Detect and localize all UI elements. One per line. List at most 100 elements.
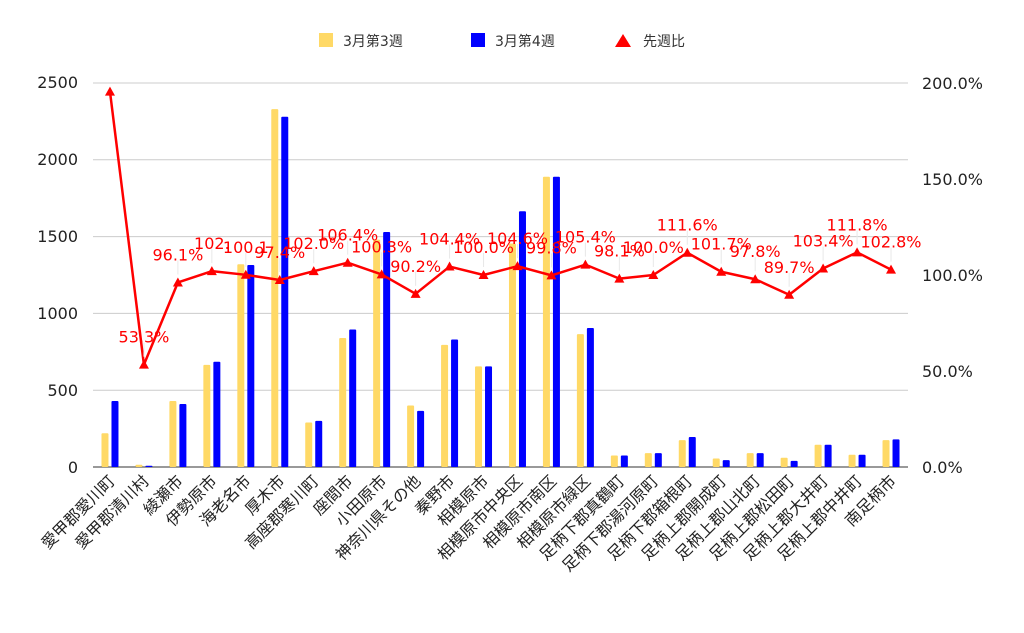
ratio-point bbox=[784, 289, 795, 299]
bar-week3 bbox=[882, 440, 890, 467]
ratio-data-label: 111.8% bbox=[827, 215, 888, 234]
bars bbox=[101, 109, 900, 468]
ratio-point bbox=[512, 261, 523, 271]
bar-week3 bbox=[339, 337, 347, 467]
bar-week3 bbox=[305, 422, 313, 467]
ratio-point bbox=[206, 266, 217, 276]
bar-week4 bbox=[179, 404, 187, 467]
ratio-data-label: 100.1 bbox=[223, 238, 269, 257]
bar-week4 bbox=[349, 329, 357, 467]
bar-week4 bbox=[858, 454, 866, 467]
ratio-data-label: 101.7% bbox=[691, 235, 752, 254]
category-labels: 愛甲郡愛川町愛甲郡清川村綾瀬市伊勢原市海老名市厚木市高座郡寒川町座間市小田原市神… bbox=[37, 471, 899, 575]
bar-week3 bbox=[542, 176, 550, 468]
bar-week4 bbox=[688, 437, 696, 467]
bar-week4 bbox=[111, 400, 119, 467]
ratio-point bbox=[648, 270, 659, 279]
left-tick-2500: 2500 bbox=[37, 73, 78, 92]
bar-week3 bbox=[407, 405, 415, 467]
bar-week4 bbox=[586, 327, 594, 467]
bar-week3 bbox=[746, 453, 754, 467]
bar-week4 bbox=[451, 339, 459, 467]
ratio-point bbox=[444, 261, 455, 271]
bar-week3 bbox=[237, 264, 245, 467]
ratio-point bbox=[818, 263, 829, 273]
bar-week3 bbox=[848, 454, 856, 467]
ratio-data-label: 90.2% bbox=[390, 257, 441, 276]
ratio-point bbox=[410, 288, 421, 298]
ratio-point bbox=[274, 274, 285, 284]
left-axis-ticks: 0 500 1000 1500 2000 2500 bbox=[37, 73, 78, 477]
ratio-point bbox=[172, 277, 183, 287]
ratio-data-label: 100.0% bbox=[623, 238, 684, 257]
left-tick-0: 0 bbox=[68, 458, 78, 477]
ratio-data-label: 102. bbox=[194, 234, 230, 253]
bar-week4 bbox=[722, 460, 730, 467]
ratio-point bbox=[308, 266, 319, 276]
legend-swatch-week3 bbox=[319, 33, 333, 47]
bar-week3 bbox=[169, 400, 177, 467]
left-tick-1500: 1500 bbox=[37, 227, 78, 246]
bar-week3 bbox=[610, 455, 618, 467]
ratio-data-label: 97.4% bbox=[254, 243, 305, 262]
bar-week4 bbox=[485, 366, 493, 467]
ratio-line bbox=[108, 91, 892, 366]
ratio-point bbox=[852, 247, 863, 257]
ratio-data-label: 111.6% bbox=[657, 216, 718, 235]
ratio-point bbox=[682, 247, 693, 257]
ratio-point bbox=[104, 86, 115, 96]
bar-week3 bbox=[441, 344, 449, 467]
ratio-point bbox=[240, 269, 251, 279]
left-tick-1000: 1000 bbox=[37, 304, 78, 323]
ratio-data-label: 100.0% bbox=[453, 238, 514, 257]
bar-week3 bbox=[135, 464, 143, 467]
ratio-point bbox=[716, 266, 727, 276]
ratio-point bbox=[580, 259, 591, 269]
bar-week4 bbox=[790, 460, 798, 467]
bar-week3 bbox=[101, 433, 109, 467]
ratio-data-label: 100.3% bbox=[351, 237, 412, 256]
ratio-data-label: 97.8% bbox=[730, 242, 781, 261]
ratio-data-label: 103.4% bbox=[793, 231, 854, 250]
left-tick-2000: 2000 bbox=[37, 150, 78, 169]
bar-week3 bbox=[780, 457, 788, 467]
legend: 3月第3週 3月第4週 先週比 bbox=[319, 33, 685, 50]
bar-week3 bbox=[576, 334, 584, 467]
bar-week3 bbox=[271, 109, 279, 467]
ratio-data-label: 106.4% bbox=[317, 226, 378, 245]
legend-label-week3: 3月第3週 bbox=[343, 33, 403, 50]
ratio-data-label: 98.1% bbox=[594, 242, 645, 261]
ratio-data-label: 99.8% bbox=[526, 238, 577, 257]
ratio-data-label: 104.4% bbox=[419, 230, 480, 249]
legend-label-ratio: 先週比 bbox=[643, 34, 685, 50]
bar-week4 bbox=[552, 176, 560, 468]
bar-week4 bbox=[892, 439, 900, 467]
bar-week4 bbox=[620, 455, 628, 467]
ratio-data-label: 102.8% bbox=[861, 233, 922, 252]
bar-week3 bbox=[508, 243, 516, 467]
bar-week3 bbox=[203, 364, 211, 467]
ratio-data-label: 105.4% bbox=[555, 228, 616, 247]
ratio-data-label: 104.6% bbox=[487, 229, 548, 248]
bar-week3 bbox=[475, 366, 483, 467]
right-axis-ticks: 0.0% 50.0% 100.0% 150.0% 200.0% bbox=[922, 74, 983, 477]
ratio-point bbox=[886, 264, 897, 274]
ratio-data-label: 102.0% bbox=[283, 234, 344, 253]
ratio-data-label: 96.1% bbox=[152, 245, 203, 264]
ratio-line-layer: 53.3%96.1%102.100.197.4%102.0%106.4%100.… bbox=[104, 86, 922, 369]
bar-week4 bbox=[383, 231, 391, 467]
bar-week4 bbox=[145, 465, 153, 467]
bar-week4 bbox=[281, 116, 289, 468]
bar-week4 bbox=[417, 410, 425, 467]
bar-week3 bbox=[814, 444, 822, 467]
right-tick-0: 0.0% bbox=[922, 458, 963, 477]
bar-week4 bbox=[824, 444, 832, 467]
bar-week3 bbox=[712, 458, 720, 467]
right-tick-200: 200.0% bbox=[922, 74, 983, 93]
ratio-point bbox=[614, 273, 625, 283]
right-tick-100: 100.0% bbox=[922, 266, 983, 285]
ratio-point bbox=[376, 269, 387, 279]
legend-label-week4: 3月第4週 bbox=[495, 33, 555, 50]
bar-week4 bbox=[654, 453, 662, 467]
